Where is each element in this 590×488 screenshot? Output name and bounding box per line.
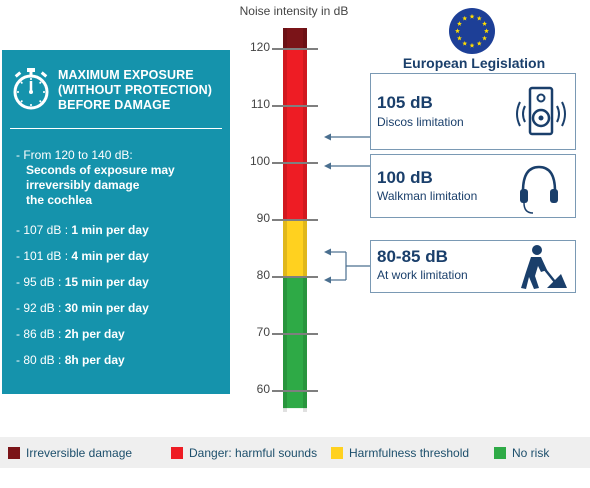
disco-limit-box: 105 dB Discos limitation — [370, 73, 576, 150]
scale-tick-label: 120 — [249, 40, 270, 54]
legend-swatch — [171, 447, 183, 459]
intro-prefix: - From 120 to 140 dB: — [16, 148, 133, 162]
walkman-limit-box: 100 dB Walkman limitation — [370, 154, 576, 218]
scale-zone — [283, 28, 307, 49]
exposure-duration: 15 min per day — [64, 275, 149, 289]
walkman-arrow-head — [324, 162, 331, 170]
legend-label: Irreversible damage — [26, 446, 133, 460]
exposure-duration: 4 min per day — [71, 249, 149, 263]
exposure-item: - 92 dB : 30 min per day — [16, 301, 226, 327]
speaker-icon — [516, 86, 566, 136]
exposure-item: - 101 dB : 4 min per day — [16, 249, 226, 275]
eu-star-icon — [462, 15, 468, 21]
legend-swatch — [331, 447, 343, 459]
scale-tick-label: 90 — [256, 211, 270, 225]
exposure-level: - 80 dB : — [16, 353, 65, 367]
scale-tick-label: 80 — [256, 268, 270, 282]
scale-tick — [272, 162, 318, 164]
panel-title-line: BEFORE DAMAGE — [58, 98, 171, 112]
exposure-item: - 107 dB : 1 min per day — [16, 223, 226, 249]
scale-tick — [272, 105, 318, 107]
panel-title: MAXIMUM EXPOSURE (WITHOUT PROTECTION) BE… — [58, 68, 228, 113]
exposure-level: - 95 dB : — [16, 275, 65, 289]
scale-tick — [272, 333, 318, 335]
work-limit-box: 80-85 dB At work limitation — [370, 240, 576, 293]
scale-title: Noise intensity in dB — [239, 4, 349, 18]
eu-star-icon — [476, 15, 482, 21]
walkman-limit-label: Walkman limitation — [377, 189, 478, 203]
legend-swatch — [494, 447, 506, 459]
eu-star-icon — [482, 35, 488, 41]
work-arrow-lower-head — [324, 276, 331, 284]
eu-star-icon — [456, 21, 462, 26]
legend: Irreversible damage Danger: harmful soun… — [0, 437, 590, 468]
eu-star-icon — [469, 13, 475, 19]
worker-icon — [521, 245, 567, 289]
eu-star-icon — [469, 42, 475, 48]
headphones-icon — [520, 165, 558, 214]
disco-limit-value: 105 dB — [377, 93, 433, 112]
exposure-panel: MAXIMUM EXPOSURE (WITHOUT PROTECTION) BE… — [2, 50, 230, 394]
work-limit-label: At work limitation — [377, 268, 468, 282]
eu-star-icon — [482, 21, 488, 26]
exposure-item: - 80 dB : 8h per day — [16, 353, 226, 379]
exposure-level: - 107 dB : — [16, 223, 72, 237]
legend-label: No risk — [512, 446, 550, 460]
exposure-duration: 2h per day — [64, 327, 125, 341]
scale-zone — [283, 220, 307, 277]
work-limit-value: 80-85 dB — [377, 247, 448, 266]
exposure-level: - 92 dB : — [16, 301, 65, 315]
exposure-item: - 86 dB : 2h per day — [16, 327, 226, 353]
legend-label: Harmfulness threshold — [349, 446, 470, 460]
disco-limit-label: Discos limitation — [377, 115, 464, 129]
panel-title-line: (WITHOUT PROTECTION) — [58, 83, 213, 97]
scale-tick-label: 100 — [249, 154, 270, 168]
eu-flag-icon — [449, 8, 495, 54]
legend-swatch — [8, 447, 20, 459]
exposure-item: - 95 dB : 15 min per day — [16, 275, 226, 301]
exposure-level: - 101 dB : — [16, 249, 72, 263]
walkman-limit-value: 100 dB — [377, 168, 433, 187]
disco-arrow-head — [324, 133, 331, 141]
exposure-duration: 1 min per day — [71, 223, 149, 237]
scale-zone — [283, 277, 307, 409]
exposure-level: - 86 dB : — [16, 327, 65, 341]
eu-title: European Legislation — [402, 55, 546, 71]
scale-tick-label: 110 — [250, 97, 270, 111]
scale-tick — [272, 48, 318, 50]
arrows — [324, 133, 370, 284]
scale-zone — [283, 49, 307, 220]
exposure-duration: 8h per day — [64, 353, 125, 367]
intro-line: the cochlea — [26, 193, 93, 207]
panel-header: MAXIMUM EXPOSURE (WITHOUT PROTECTION) BE… — [2, 50, 230, 125]
exposure-duration: 30 min per day — [64, 301, 149, 315]
intro-line: Seconds of exposure may — [26, 163, 175, 177]
panel-divider — [10, 128, 222, 129]
intro-block: - From 120 to 140 dB: Seconds of exposur… — [16, 148, 226, 208]
eu-star-icon — [455, 28, 460, 34]
stopwatch-icon — [13, 68, 49, 110]
scale-tick — [272, 390, 318, 392]
noise-scale-bar — [283, 28, 307, 412]
scale-tick — [272, 219, 318, 221]
work-arrow-upper-head — [324, 248, 331, 256]
scale-tick-label: 60 — [256, 382, 270, 396]
eu-star-icon — [484, 28, 489, 34]
legend-label: Danger: harmful sounds — [189, 446, 318, 460]
panel-title-line: MAXIMUM EXPOSURE — [58, 68, 194, 82]
eu-star-icon — [462, 40, 468, 46]
scale-tick-label: 70 — [256, 325, 270, 339]
panel-body: - From 120 to 140 dB: Seconds of exposur… — [16, 148, 226, 379]
scale-tick — [272, 276, 318, 278]
intro-line: irreversibly damage — [26, 178, 140, 192]
eu-star-icon — [456, 35, 462, 41]
eu-star-icon — [476, 40, 482, 46]
